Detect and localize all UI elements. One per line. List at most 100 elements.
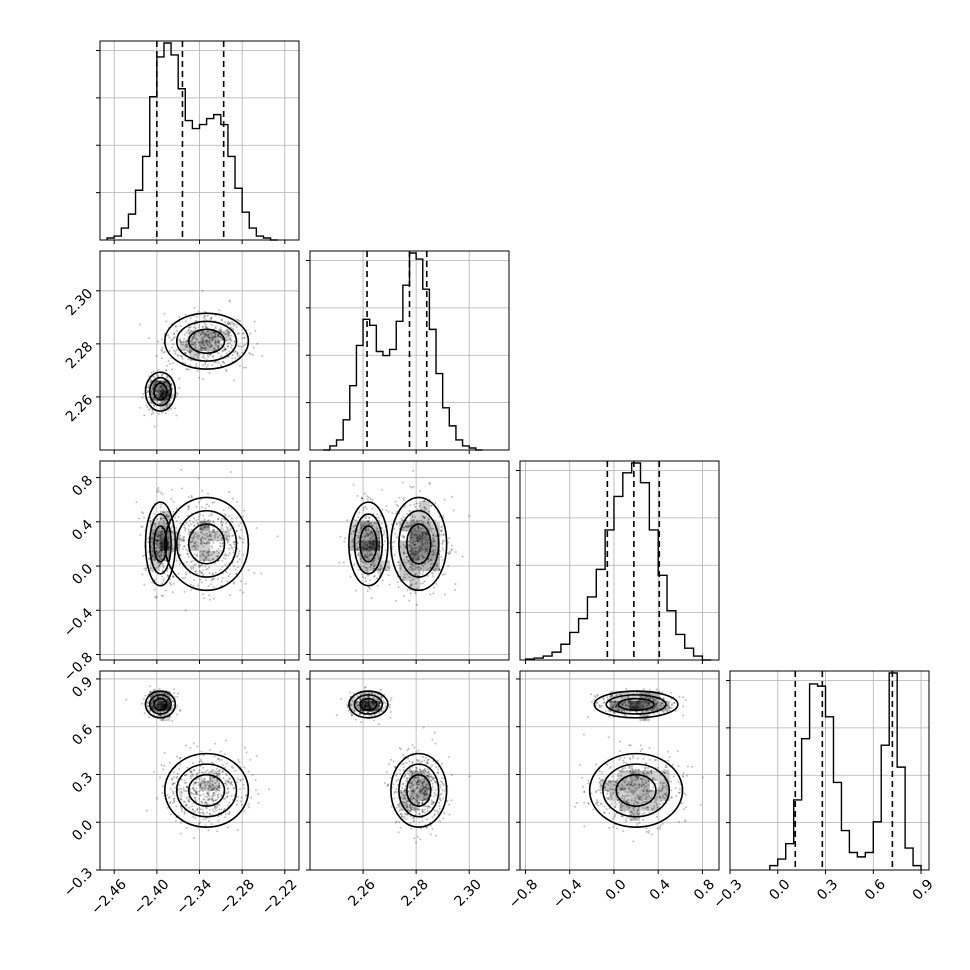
scatter-point: [362, 565, 365, 568]
scatter-point: [213, 755, 216, 758]
scatter-point: [205, 346, 207, 349]
scatter-point: [173, 688, 176, 691]
scatter-point: [428, 524, 431, 527]
scatter-point: [171, 548, 174, 550]
scatter-point: [226, 787, 229, 790]
scatter-point: [210, 345, 213, 348]
scatter-point: [209, 539, 212, 541]
scatter-point: [236, 799, 238, 802]
scatter-point: [255, 527, 258, 530]
scatter-point: [400, 815, 403, 818]
scatter-point: [217, 345, 220, 348]
scatter-point: [173, 800, 176, 803]
scatter-point: [418, 787, 421, 790]
scatter-point: [183, 526, 186, 529]
scatter-point: [196, 535, 198, 538]
scatter-point: [166, 398, 169, 401]
scatter-point: [441, 541, 444, 544]
scatter-point: [214, 327, 217, 330]
scatter-point: [159, 380, 162, 383]
scatter-point: [201, 521, 203, 524]
scatter-point: [157, 392, 160, 394]
scatter-point: [418, 768, 421, 771]
scatter-point: [201, 289, 204, 292]
scatter-point: [390, 805, 393, 808]
scatter-point: [347, 709, 350, 712]
scatter-point: [201, 528, 204, 531]
scatter-point: [419, 771, 422, 774]
scatter-point: [217, 518, 220, 520]
scatter-point: [346, 519, 349, 522]
scatter-point: [238, 355, 241, 358]
scatter-point: [355, 589, 358, 592]
scatter-point: [418, 812, 421, 815]
scatter-point: [236, 554, 239, 557]
scatter-point: [180, 343, 183, 346]
y-tick-label: −0.3: [61, 865, 96, 900]
panel-background: [520, 461, 719, 660]
scatter-point: [243, 810, 246, 813]
scatter-point: [416, 801, 419, 804]
scatter-point: [411, 744, 414, 747]
scatter-point: [411, 578, 414, 581]
scatter-point: [201, 537, 204, 539]
scatter-point: [207, 333, 210, 336]
scatter-point: [418, 783, 421, 786]
scatter-point: [239, 320, 242, 323]
scatter-point: [185, 561, 188, 563]
scatter-point: [216, 530, 219, 533]
scatter-point: [155, 389, 158, 392]
scatter-point: [198, 778, 201, 781]
scatter-panel-2-3: [306, 460, 510, 664]
scatter-point: [432, 527, 434, 530]
scatter-point: [254, 778, 257, 781]
scatter-point: [188, 368, 191, 371]
scatter-point: [227, 575, 230, 578]
scatter-point: [422, 769, 425, 772]
scatter-point: [217, 345, 220, 348]
scatter-point: [158, 389, 160, 392]
scatter-point: [435, 582, 438, 585]
scatter-point: [247, 803, 250, 806]
scatter-point: [159, 386, 162, 389]
density-cell: [199, 330, 210, 342]
scatter-point: [182, 787, 185, 789]
scatter-point: [214, 782, 217, 785]
scatter-point: [205, 333, 208, 336]
scatter-point: [156, 535, 159, 538]
scatter-point: [162, 388, 164, 391]
scatter-point: [249, 352, 252, 355]
scatter-point: [417, 528, 420, 530]
scatter-point: [210, 343, 212, 346]
scatter-point: [151, 537, 154, 540]
scatter-point: [395, 820, 398, 823]
scatter-point: [179, 798, 182, 801]
scatter-panel-1-3: −0.8−0.40.00.40.8: [61, 460, 300, 685]
scatter-point: [207, 336, 210, 339]
scatter-point: [402, 499, 405, 501]
scatter-point: [385, 771, 388, 774]
scatter-point: [202, 766, 205, 769]
scatter-point: [162, 390, 165, 393]
scatter-point: [221, 517, 223, 520]
scatter-point: [229, 341, 231, 344]
scatter-point: [196, 745, 199, 748]
scatter-point: [145, 569, 147, 572]
scatter-point: [364, 516, 367, 519]
scatter-point: [182, 789, 185, 792]
scatter-point: [181, 540, 184, 543]
scatter-point: [184, 362, 187, 365]
scatter-point: [380, 522, 383, 525]
scatter-point: [186, 350, 189, 353]
scatter-point: [425, 532, 428, 535]
scatter-point: [220, 520, 223, 523]
scatter-point: [161, 394, 164, 397]
scatter-point: [427, 518, 430, 521]
scatter-point: [195, 315, 198, 318]
scatter-point: [208, 566, 211, 569]
scatter-point: [199, 812, 202, 814]
scatter-point: [172, 510, 175, 513]
scatter-point: [167, 395, 170, 398]
scatter-point: [187, 326, 190, 329]
scatter-point: [200, 527, 202, 530]
